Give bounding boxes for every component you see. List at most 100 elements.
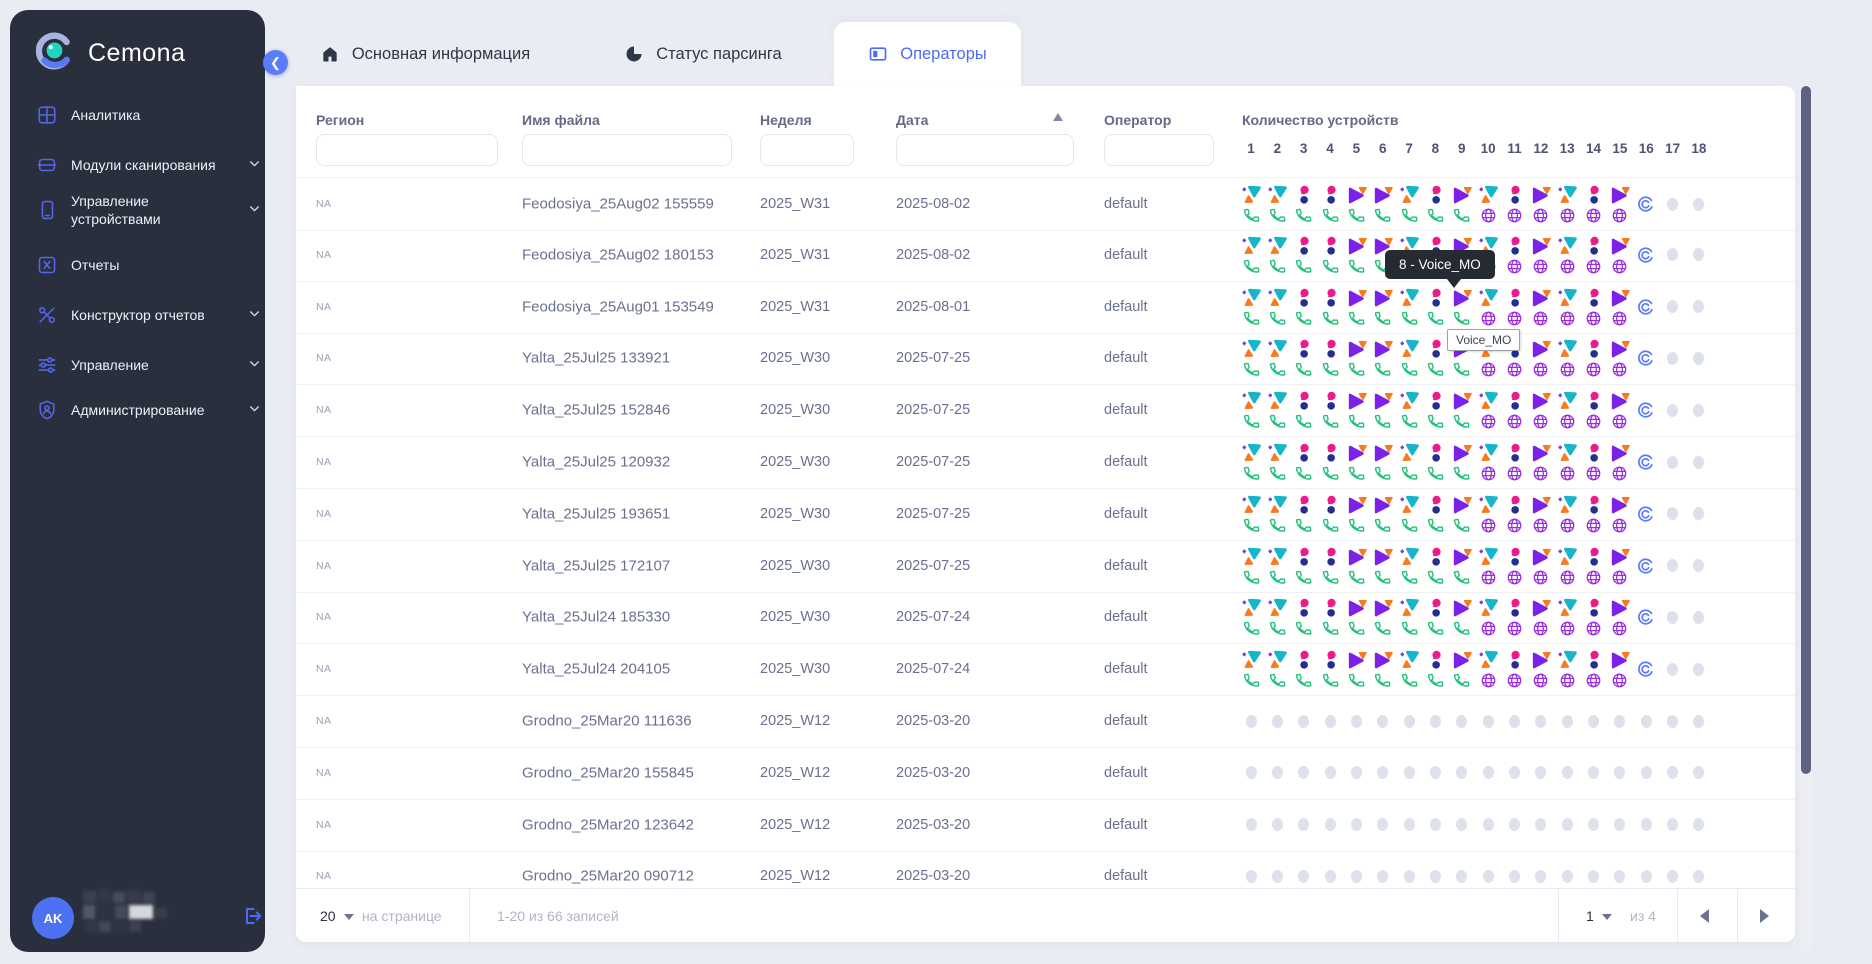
sidebar-collapse-button[interactable]: ❮	[263, 50, 288, 75]
globe-status-icon[interactable]	[1585, 672, 1602, 689]
device-cell-5[interactable]	[1343, 332, 1369, 384]
device-column-header-13[interactable]: 13	[1559, 141, 1575, 156]
device-cell-12[interactable]	[1528, 799, 1554, 851]
device-cell-18[interactable]	[1686, 591, 1712, 643]
device-cell-13[interactable]	[1554, 695, 1580, 747]
device-cell-7[interactable]	[1396, 643, 1422, 695]
globe-status-icon[interactable]	[1585, 620, 1602, 637]
device-cell-11[interactable]	[1502, 488, 1528, 540]
device-cell-3[interactable]	[1291, 747, 1317, 799]
phone-status-icon[interactable]	[1348, 258, 1365, 275]
operator-c-logo-icon[interactable]	[1530, 546, 1552, 567]
operator-b-logo-icon[interactable]	[1504, 235, 1525, 256]
operator-b-logo-icon[interactable]	[1425, 442, 1446, 463]
table-row[interactable]: NA Yalta_25Jul24 185330 2025_W30 2025-07-24…	[296, 591, 1795, 645]
table-row[interactable]: NA Yalta_25Jul24 204105 2025_W30 2025-07-24…	[296, 643, 1795, 697]
operator-b-logo-icon[interactable]	[1425, 597, 1446, 618]
operator-c-logo-icon[interactable]	[1372, 235, 1394, 256]
sort-ascending-icon[interactable]	[1053, 113, 1063, 121]
phone-status-icon[interactable]	[1427, 569, 1444, 586]
device-cell-2[interactable]	[1264, 332, 1290, 384]
phone-status-icon[interactable]	[1374, 569, 1391, 586]
device-cell-9[interactable]	[1449, 488, 1475, 540]
device-cell-1[interactable]	[1238, 178, 1264, 230]
operator-b-logo-icon[interactable]	[1293, 442, 1314, 463]
device-cell-1[interactable]	[1238, 332, 1264, 384]
operator-a-logo-icon[interactable]	[1267, 494, 1288, 515]
device-cell-3[interactable]	[1291, 436, 1317, 488]
phone-status-icon[interactable]	[1243, 465, 1260, 482]
device-cell-2[interactable]	[1264, 850, 1290, 889]
phone-status-icon[interactable]	[1322, 310, 1339, 327]
phone-status-icon[interactable]	[1453, 361, 1470, 378]
device-cell-7[interactable]	[1396, 850, 1422, 889]
globe-status-icon[interactable]	[1506, 517, 1523, 534]
phone-status-icon[interactable]	[1401, 310, 1418, 327]
device-cell-17[interactable]	[1660, 591, 1686, 643]
device-cell-11[interactable]	[1502, 799, 1528, 851]
device-cell-7[interactable]	[1396, 281, 1422, 333]
device-cell-5[interactable]	[1343, 384, 1369, 436]
device-cell-6[interactable]	[1370, 695, 1396, 747]
device-cell-18[interactable]	[1686, 850, 1712, 889]
operator-b-logo-icon[interactable]	[1320, 494, 1341, 515]
globe-status-icon[interactable]	[1532, 413, 1549, 430]
operator-b-logo-icon[interactable]	[1583, 546, 1604, 567]
device-cell-5[interactable]	[1343, 540, 1369, 592]
operator-b-logo-icon[interactable]	[1320, 390, 1341, 411]
operator-c-logo-icon[interactable]	[1609, 235, 1631, 256]
device-column-header-18[interactable]: 18	[1691, 141, 1707, 156]
device-cell-16[interactable]	[1633, 799, 1659, 851]
operator-a-logo-icon[interactable]	[1267, 546, 1288, 567]
device-cell-10[interactable]	[1475, 799, 1501, 851]
phone-status-icon[interactable]	[1269, 207, 1286, 224]
device-cell-8[interactable]	[1422, 695, 1448, 747]
operator-c-logo-icon[interactable]	[1451, 494, 1473, 515]
globe-status-icon[interactable]	[1611, 413, 1628, 430]
phone-status-icon[interactable]	[1322, 517, 1339, 534]
device-cell-8[interactable]	[1422, 850, 1448, 889]
phone-status-icon[interactable]	[1322, 413, 1339, 430]
device-cell-1[interactable]	[1238, 695, 1264, 747]
operator-c-logo-icon[interactable]	[1609, 649, 1631, 670]
operator-a-logo-icon[interactable]	[1399, 546, 1420, 567]
phone-status-icon[interactable]	[1401, 517, 1418, 534]
device-cell-4[interactable]	[1317, 591, 1343, 643]
scrollbar-track[interactable]	[1800, 86, 1812, 952]
device-column-header-3[interactable]: 3	[1299, 141, 1308, 156]
device-column-header-14[interactable]: 14	[1586, 141, 1602, 156]
device-cell-14[interactable]	[1581, 488, 1607, 540]
phone-status-icon[interactable]	[1374, 517, 1391, 534]
device-cell-13[interactable]	[1554, 332, 1580, 384]
device-cell-7[interactable]	[1396, 799, 1422, 851]
device-cell-8[interactable]	[1422, 436, 1448, 488]
operator-a-logo-icon[interactable]	[1557, 287, 1578, 308]
operator-b-logo-icon[interactable]	[1425, 546, 1446, 567]
operator-c-logo-icon[interactable]	[1530, 494, 1552, 515]
device-cell-18[interactable]	[1686, 540, 1712, 592]
operator-a-logo-icon[interactable]	[1478, 390, 1499, 411]
phone-status-icon[interactable]	[1295, 258, 1312, 275]
filter-input-filename[interactable]	[522, 134, 732, 166]
device-cell-16[interactable]	[1633, 488, 1659, 540]
operator-c-logo-icon[interactable]	[1451, 597, 1473, 618]
phone-status-icon[interactable]	[1269, 258, 1286, 275]
device-cell-6[interactable]	[1370, 332, 1396, 384]
device-cell-10[interactable]	[1475, 747, 1501, 799]
operator-b-logo-icon[interactable]	[1425, 287, 1446, 308]
filter-input-region[interactable]	[316, 134, 498, 166]
globe-status-icon[interactable]	[1532, 517, 1549, 534]
operator-b-logo-icon[interactable]	[1293, 287, 1314, 308]
operator-c-logo-icon[interactable]	[1372, 338, 1394, 359]
table-row[interactable]: NA Grodno_25Mar20 155845 2025_W12 2025-03-2…	[296, 747, 1795, 800]
device-cell-5[interactable]	[1343, 488, 1369, 540]
device-cell-6[interactable]	[1370, 850, 1396, 889]
device-cell-13[interactable]	[1554, 540, 1580, 592]
operator-c-logo-icon[interactable]	[1530, 338, 1552, 359]
phone-status-icon[interactable]	[1243, 207, 1260, 224]
operator-b-logo-icon[interactable]	[1583, 235, 1604, 256]
operator-b-logo-icon[interactable]	[1504, 546, 1525, 567]
globe-status-icon[interactable]	[1559, 413, 1576, 430]
device-cell-17[interactable]	[1660, 384, 1686, 436]
operator-b-logo-icon[interactable]	[1320, 184, 1341, 205]
